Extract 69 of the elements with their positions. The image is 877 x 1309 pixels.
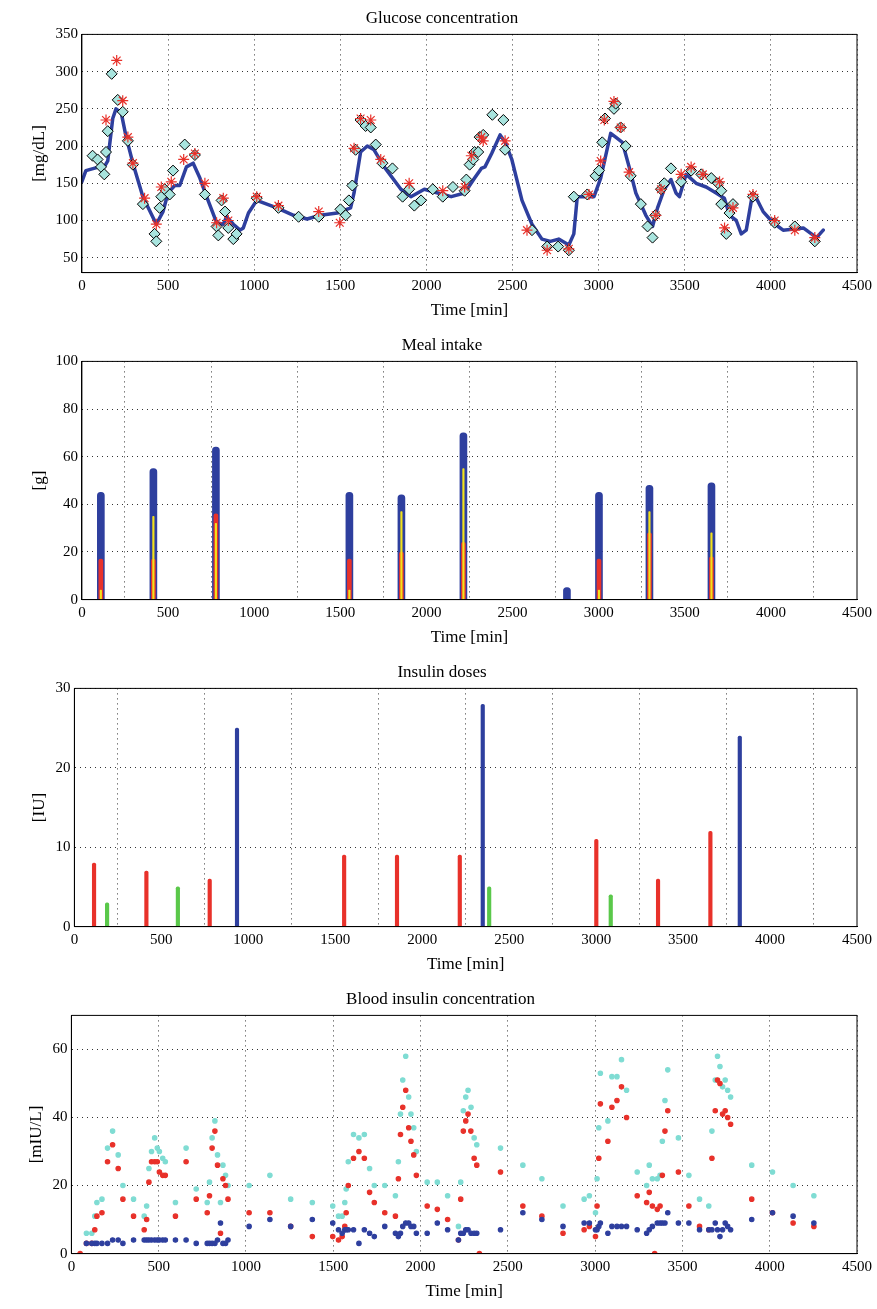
- y-tick-label: 20: [55, 758, 71, 775]
- y-tick-label: 40: [62, 495, 78, 512]
- x-tick-label: 3500: [669, 603, 700, 620]
- y-tick-label: 60: [62, 447, 78, 464]
- chart-title: Blood insulin concentration: [346, 988, 536, 1008]
- y-tick-label: 50: [62, 248, 78, 265]
- y-tick-label: 200: [55, 136, 78, 153]
- y-axis-title: [mg/dL]: [28, 125, 48, 182]
- y-axis-title: [IU]: [28, 792, 48, 823]
- y-tick-label: 20: [52, 1176, 68, 1193]
- y-tick-label: 150: [55, 174, 78, 191]
- y-axis-title: [mIU/L]: [25, 1105, 45, 1164]
- x-tick-label: 1000: [239, 603, 270, 620]
- x-axis-title: Time [min]: [430, 627, 509, 647]
- x-tick-label: 2000: [407, 930, 438, 947]
- x-tick-label: 1000: [233, 930, 264, 947]
- x-tick-label: 3000: [580, 1257, 611, 1274]
- y-tick-label: 20: [62, 542, 78, 559]
- x-tick-label: 4000: [754, 1257, 785, 1274]
- chart-title: Glucose concentration: [365, 7, 519, 27]
- y-tick-label: 0: [59, 1244, 68, 1261]
- x-tick-label: 500: [150, 930, 173, 947]
- y-tick-label: 30: [55, 679, 71, 696]
- x-tick-label: 2500: [492, 1257, 523, 1274]
- x-axis-title: Time [min]: [430, 300, 509, 320]
- x-tick-label: 2500: [497, 603, 528, 620]
- x-axis-title: Time [min]: [425, 1281, 503, 1301]
- x-tick-label: 3000: [583, 276, 614, 293]
- y-tick-label: 10: [55, 838, 71, 855]
- x-tick-label: 2000: [411, 603, 442, 620]
- x-axis-title: Time [min]: [427, 954, 505, 974]
- x-tick-label: 500: [156, 603, 180, 620]
- chart-title: Insulin doses: [397, 661, 487, 681]
- chart-title: Meal intake: [401, 334, 483, 354]
- y-tick-label: 0: [70, 590, 78, 607]
- x-tick-label: 1500: [325, 276, 356, 293]
- x-tick-label: 3500: [668, 930, 699, 947]
- y-tick-label: 0: [62, 917, 71, 934]
- x-tick-label: 1000: [239, 276, 270, 293]
- y-tick-label: 100: [55, 352, 78, 369]
- y-tick-label: 100: [55, 211, 78, 228]
- x-tick-label: 4500: [842, 1257, 872, 1274]
- x-tick-label: 1500: [320, 930, 351, 947]
- y-tick-label: 40: [52, 1108, 68, 1125]
- y-axis-title: [g]: [28, 470, 48, 491]
- x-tick-label: 4000: [755, 276, 786, 293]
- y-tick-label: 250: [55, 99, 78, 116]
- y-tick-label: 350: [55, 25, 78, 42]
- y-tick-label: 60: [52, 1040, 68, 1057]
- y-tick-label: 80: [62, 399, 78, 416]
- x-tick-label: 1500: [325, 603, 356, 620]
- x-tick-label: 2500: [497, 276, 528, 293]
- x-tick-label: 2500: [494, 930, 525, 947]
- x-tick-label: 3000: [581, 930, 612, 947]
- x-tick-label: 3500: [669, 276, 700, 293]
- x-tick-label: 1500: [318, 1257, 349, 1274]
- x-tick-label: 4500: [842, 930, 872, 947]
- x-tick-label: 2000: [405, 1257, 436, 1274]
- x-tick-label: 3500: [667, 1257, 698, 1274]
- x-tick-label: 4000: [755, 930, 786, 947]
- x-tick-label: 2000: [411, 276, 442, 293]
- x-tick-label: 500: [156, 276, 180, 293]
- x-tick-label: 4500: [842, 603, 872, 620]
- x-tick-label: 3000: [583, 603, 614, 620]
- x-tick-label: 1000: [230, 1257, 261, 1274]
- y-tick-label: 300: [55, 62, 78, 79]
- x-tick-label: 4000: [755, 603, 786, 620]
- x-tick-label: 4500: [842, 276, 872, 293]
- x-tick-label: 500: [147, 1257, 170, 1274]
